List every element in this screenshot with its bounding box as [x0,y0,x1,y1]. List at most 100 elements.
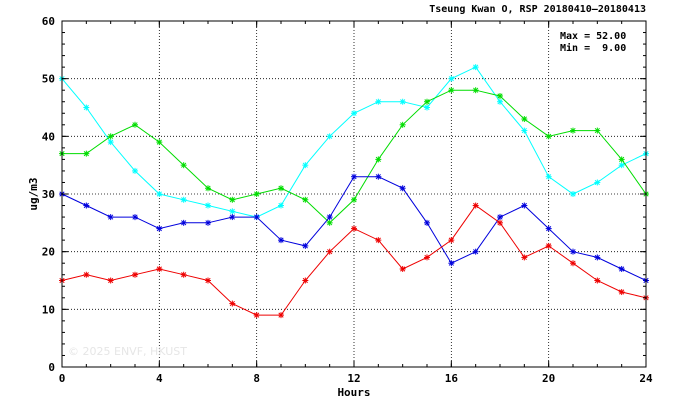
data-point-marker [375,98,382,105]
data-point-marker [545,225,552,232]
data-point-marker [180,219,187,226]
chart-title: Tseung Kwan O, RSP 20180410–20180413 [429,4,646,15]
data-point-marker [399,98,406,105]
data-point-marker [594,179,601,186]
data-point-marker [521,202,528,209]
series-4 [59,202,649,319]
x-tick-label: 16 [445,372,459,385]
data-point-marker [278,185,284,192]
data-point-marker [497,219,503,226]
data-point-marker [132,167,138,174]
data-point-marker [326,219,333,226]
data-point-marker [570,191,576,197]
data-series [59,64,649,319]
x-tick-label: 0 [59,372,66,385]
y-tick-label: 60 [42,15,55,28]
data-point-marker [545,173,552,180]
data-point-marker [302,277,309,284]
y-tick-label: 0 [48,361,55,374]
y-tick-label: 50 [42,73,55,86]
x-tick-label: 24 [639,372,653,385]
data-point-marker [156,265,163,272]
data-point-marker [594,127,601,134]
series-2 [59,87,649,226]
data-point-marker [424,219,430,226]
data-point-marker [302,196,309,203]
data-point-marker [448,260,455,267]
data-point-marker [180,196,187,203]
data-point-marker [253,191,260,197]
max-value-label: Max = 52.00 [560,31,626,42]
y-tick-label: 30 [42,188,55,201]
data-point-marker [521,254,528,261]
data-point-marker [424,104,430,111]
data-point-marker [326,133,333,140]
data-point-marker [326,214,333,221]
data-point-marker [497,92,503,99]
data-point-marker [132,121,138,128]
data-point-marker [618,289,625,296]
data-point-marker [229,208,236,215]
data-point-marker [278,312,284,319]
data-point-marker [375,237,382,244]
data-point-marker [302,242,309,249]
data-point-marker [618,265,625,272]
data-point-marker [107,214,114,221]
data-point-marker [83,271,90,278]
data-point-marker [205,185,211,192]
data-point-marker [497,98,503,105]
data-point-marker [570,248,576,255]
data-point-marker [618,162,625,169]
data-point-marker [107,139,114,146]
data-point-marker [302,162,309,169]
data-point-marker [83,150,90,157]
data-point-marker [448,87,455,94]
data-point-marker [205,202,211,209]
data-point-marker [229,300,236,307]
data-point-marker [570,127,576,134]
data-point-marker [229,196,236,203]
data-point-marker [180,271,187,278]
data-point-marker [521,127,528,134]
data-point-marker [472,87,479,94]
data-point-marker [278,237,284,244]
axis-ticks: 0 4 8 12 16 20 24 0 10 20 30 40 50 60 [42,15,653,385]
data-point-marker [156,191,163,197]
data-point-marker [351,173,357,180]
data-point-marker [351,110,357,117]
data-point-marker [205,219,211,226]
data-point-marker [156,225,163,232]
data-point-marker [424,98,430,105]
y-tick-label: 40 [42,130,55,143]
data-point-marker [570,260,576,267]
x-axis-label: Hours [337,386,370,399]
data-point-marker [448,237,455,244]
data-point-marker [472,64,479,71]
data-point-marker [521,116,528,123]
data-point-marker [399,185,406,192]
data-point-marker [156,139,163,146]
data-point-marker [180,162,187,169]
data-point-marker [472,248,479,255]
data-point-marker [351,225,357,232]
data-point-marker [132,271,138,278]
data-point-marker [107,277,114,284]
data-point-marker [375,156,382,163]
y-tick-label: 20 [42,246,55,259]
data-point-marker [83,202,90,209]
data-point-marker [351,196,357,203]
x-tick-label: 12 [347,372,360,385]
data-point-marker [132,214,138,221]
data-point-marker [497,214,503,221]
data-point-marker [448,75,455,82]
data-point-marker [205,277,211,284]
data-point-marker [375,173,382,180]
data-point-marker [253,312,260,319]
series-line [61,204,647,316]
data-point-marker [594,277,601,284]
data-point-marker [107,133,114,140]
data-point-marker [472,202,479,209]
data-point-marker [545,133,552,140]
data-point-marker [424,254,430,261]
